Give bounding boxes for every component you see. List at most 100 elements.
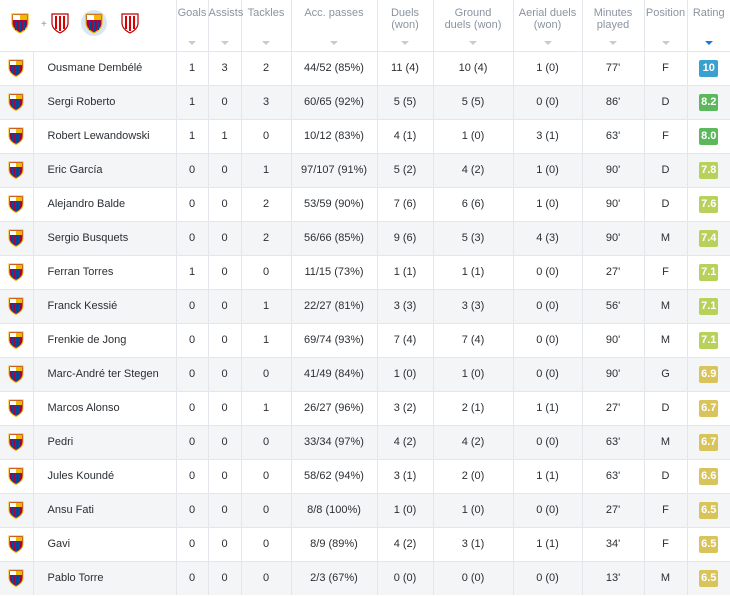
column-header-ground-duels[interactable]: Ground duels (won) — [433, 0, 514, 51]
stat-duels: 1 (1) — [377, 255, 434, 289]
player-name[interactable]: Sergi Roberto — [33, 85, 177, 119]
column-header-position[interactable]: Position — [644, 0, 688, 51]
fc-barcelona-crest-icon — [8, 535, 24, 553]
stat-position: F — [644, 119, 688, 153]
stat-position: D — [644, 85, 688, 119]
rating-cell: 6.9 — [687, 357, 730, 391]
table-row[interactable]: Marcos Alonso 0 0 1 26/27 (96%) 3 (2) 2 (1) 1 (… — [0, 391, 730, 425]
column-header-assists[interactable]: Assists — [208, 0, 243, 51]
rating-cell: 7.1 — [687, 289, 730, 323]
column-header-tackles[interactable]: Tackles — [241, 0, 292, 51]
table-row[interactable]: Ansu Fati 0 0 0 8/8 (100%) 1 (0) 1 (0) 0 (0) 27'… — [0, 493, 730, 527]
column-header-acc-passes[interactable]: Acc. passes — [291, 0, 378, 51]
player-name[interactable]: Marc-André ter Stegen — [33, 357, 177, 391]
stat-assists: 0 — [208, 425, 242, 459]
table-row[interactable]: Gavi 0 0 0 8/9 (89%) 4 (2) 3 (1) 1 (1) 34' F 6.5 — [0, 527, 730, 561]
column-header-minutes-played[interactable]: Minutes played — [582, 0, 645, 51]
stat-goals: 0 — [176, 153, 209, 187]
stat-tackles: 0 — [241, 255, 292, 289]
table-row[interactable]: Franck Kessié 0 0 1 22/27 (81%) 3 (3) 3 (3) 0 (… — [0, 289, 730, 323]
stat-acc-passes: 69/74 (93%) — [291, 323, 378, 357]
player-name[interactable]: Frenkie de Jong — [33, 323, 177, 357]
player-rows: Ousmane Dembélé 1 3 2 44/52 (85%) 11 (4) 10 (4… — [0, 51, 730, 595]
player-name[interactable]: Ferran Torres — [33, 255, 177, 289]
stat-aerial-duels: 1 (1) — [513, 459, 583, 493]
table-row[interactable]: Ousmane Dembélé 1 3 2 44/52 (85%) 11 (4) 10 (4… — [0, 51, 730, 85]
column-header-aerial-duels[interactable]: Aerial duels (won) — [513, 0, 583, 51]
fc-barcelona-crest-icon[interactable] — [84, 12, 104, 34]
rating-badge: 6.5 — [699, 535, 719, 553]
athletic-bilbao-crest-icon[interactable] — [120, 12, 140, 34]
stat-duels: 7 (6) — [377, 187, 434, 221]
team-crest-cell — [0, 561, 34, 595]
table-row[interactable]: Robert Lewandowski 1 1 0 10/12 (83%) 4 (1) 1 (… — [0, 119, 730, 153]
fc-barcelona-crest-icon — [8, 297, 24, 315]
player-name[interactable]: Pablo Torre — [33, 561, 177, 595]
column-label: Ground duels (won) — [444, 7, 502, 31]
table-row[interactable]: Ferran Torres 1 0 0 11/15 (73%) 1 (1) 1 (1) 0 (… — [0, 255, 730, 289]
plus-sign: + — [41, 19, 47, 30]
table-row[interactable]: Marc-André ter Stegen 0 0 0 41/49 (84%) 1 (0)… — [0, 357, 730, 391]
rating-cell: 7.1 — [687, 323, 730, 357]
stat-ground-duels: 1 (1) — [433, 255, 514, 289]
rating-cell: 7.6 — [687, 187, 730, 221]
table-row[interactable]: Alejandro Balde 0 0 2 53/59 (90%) 7 (6) 6 (6) 1… — [0, 187, 730, 221]
table-row[interactable]: Sergio Busquets 0 0 2 56/66 (85%) 9 (6) 5 (3) 4… — [0, 221, 730, 255]
sort-arrow-icon — [220, 40, 229, 45]
stat-goals: 1 — [176, 119, 209, 153]
table-row[interactable]: Frenkie de Jong 0 0 1 69/74 (93%) 7 (4) 7 (4) 0… — [0, 323, 730, 357]
player-name[interactable]: Alejandro Balde — [33, 187, 177, 221]
fc-barcelona-crest-icon — [8, 59, 24, 77]
player-name[interactable]: Jules Koundé — [33, 459, 177, 493]
stat-ground-duels: 1 (0) — [433, 493, 514, 527]
player-name[interactable]: Pedri — [33, 425, 177, 459]
stat-duels: 9 (6) — [377, 221, 434, 255]
stat-ground-duels: 1 (0) — [433, 357, 514, 391]
player-name[interactable]: Sergio Busquets — [33, 221, 177, 255]
stat-minutes: 86' — [582, 85, 645, 119]
stat-minutes: 90' — [582, 221, 645, 255]
stat-aerial-duels: 0 (0) — [513, 323, 583, 357]
player-name[interactable]: Ansu Fati — [33, 493, 177, 527]
stat-goals: 1 — [176, 255, 209, 289]
rating-cell: 6.7 — [687, 425, 730, 459]
player-name[interactable]: Ousmane Dembélé — [33, 51, 177, 85]
stat-position: F — [644, 255, 688, 289]
rating-cell: 6.5 — [687, 493, 730, 527]
table-row[interactable]: Pedri 0 0 0 33/34 (97%) 4 (2) 4 (2) 0 (0) 63' M 6.… — [0, 425, 730, 459]
stat-acc-passes: 58/62 (94%) — [291, 459, 378, 493]
player-name[interactable]: Eric García — [33, 153, 177, 187]
stat-aerial-duels: 0 (0) — [513, 493, 583, 527]
stat-duels: 11 (4) — [377, 51, 434, 85]
fc-barcelona-crest-icon — [8, 161, 24, 179]
fc-barcelona-crest-icon[interactable] — [10, 12, 30, 34]
table-row[interactable]: Jules Koundé 0 0 0 58/62 (94%) 3 (1) 2 (0) 1 (1… — [0, 459, 730, 493]
player-name[interactable]: Gavi — [33, 527, 177, 561]
player-name[interactable]: Marcos Alonso — [33, 391, 177, 425]
rating-cell: 8.0 — [687, 119, 730, 153]
table-row[interactable]: Pablo Torre 0 0 0 2/3 (67%) 0 (0) 0 (0) 0 (0) 13… — [0, 561, 730, 595]
stat-minutes: 27' — [582, 493, 645, 527]
fc-barcelona-crest-icon — [8, 501, 24, 519]
team-crest-cell — [0, 221, 34, 255]
stat-aerial-duels: 0 (0) — [513, 357, 583, 391]
stat-acc-passes: 11/15 (73%) — [291, 255, 378, 289]
stat-position: G — [644, 357, 688, 391]
stat-aerial-duels: 1 (1) — [513, 391, 583, 425]
table-row[interactable]: Sergi Roberto 1 0 3 60/65 (92%) 5 (5) 5 (5) 0 (… — [0, 85, 730, 119]
table-row[interactable]: Eric García 0 0 1 97/107 (91%) 5 (2) 4 (2) 1 (0… — [0, 153, 730, 187]
stat-goals: 0 — [176, 391, 209, 425]
rating-cell: 7.1 — [687, 255, 730, 289]
player-name[interactable]: Franck Kessié — [33, 289, 177, 323]
team-crest-cell — [0, 85, 34, 119]
athletic-bilbao-crest-icon[interactable] — [50, 12, 70, 34]
stat-assists: 0 — [208, 289, 242, 323]
column-header-duels[interactable]: Duels (won) — [377, 0, 434, 51]
stat-duels: 5 (2) — [377, 153, 434, 187]
team-crest-cell — [0, 323, 34, 357]
stat-minutes: 77' — [582, 51, 645, 85]
stat-assists: 0 — [208, 85, 242, 119]
player-name[interactable]: Robert Lewandowski — [33, 119, 177, 153]
column-header-rating[interactable]: Rating — [687, 0, 730, 51]
column-header-goals[interactable]: Goals — [176, 0, 209, 51]
